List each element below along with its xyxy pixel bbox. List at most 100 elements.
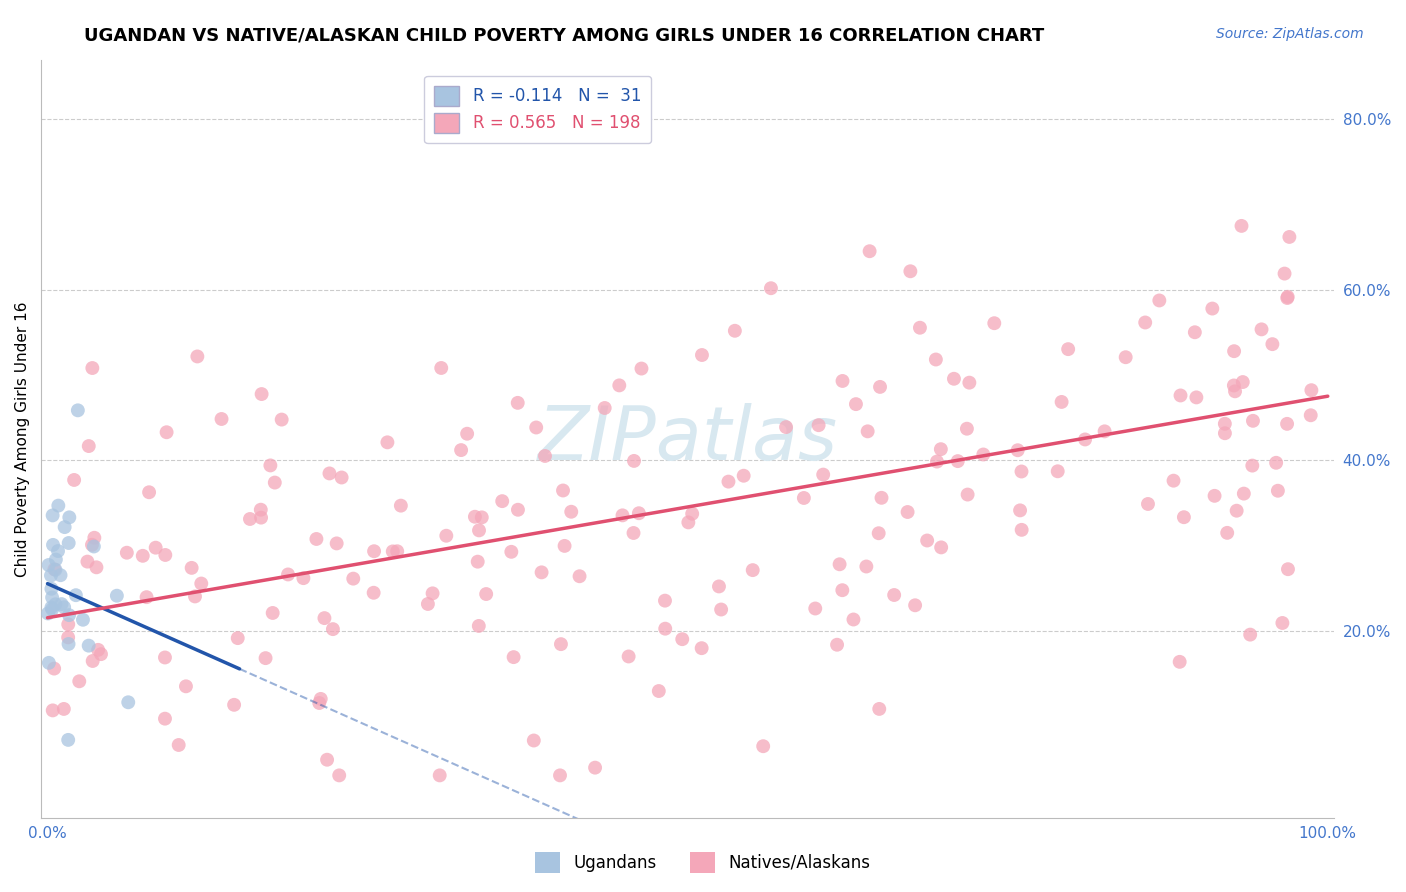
Point [132, 549, 155, 563]
Point [869, 380, 891, 394]
Point [898, 264, 921, 278]
Point [226, 631, 249, 645]
Point [90, 647, 112, 661]
Point [811, 467, 834, 482]
Point [117, 695, 139, 709]
Point [184, 590, 207, 604]
Point [908, 320, 931, 334]
Point [1277, 562, 1299, 576]
Point [328, 768, 350, 782]
Point [389, 499, 412, 513]
Legend: Ugandans, Natives/Alaskans: Ugandans, Natives/Alaskans [529, 846, 877, 880]
Point [83, 540, 105, 554]
Point [724, 324, 747, 338]
Point [239, 512, 262, 526]
Point [1115, 350, 1137, 364]
Point [76, 555, 98, 569]
Point [430, 361, 453, 376]
Point [270, 412, 292, 426]
Point [429, 768, 451, 782]
Point [502, 650, 524, 665]
Point [956, 422, 979, 436]
Point [607, 378, 630, 392]
Point [174, 679, 197, 693]
Point [915, 533, 938, 548]
Point [471, 510, 494, 524]
Point [1170, 388, 1192, 402]
Point [314, 611, 336, 625]
Point [845, 397, 868, 411]
Point [717, 475, 740, 489]
Point [534, 449, 557, 463]
Point [1223, 384, 1246, 399]
Point [51, 597, 73, 611]
Text: UGANDAN VS NATIVE/ALASKAN CHILD POVERTY AMONG GIRLS UNDER 16 CORRELATION CHART: UGANDAN VS NATIVE/ALASKAN CHILD POVERTY … [84, 27, 1045, 45]
Point [259, 458, 281, 473]
Point [856, 425, 879, 439]
Point [66, 403, 89, 417]
Point [155, 425, 177, 440]
Point [277, 567, 299, 582]
Point [42, 703, 65, 717]
Point [87, 643, 110, 657]
Point [318, 467, 340, 481]
Point [41, 600, 63, 615]
Point [648, 684, 671, 698]
Point [1271, 615, 1294, 630]
Point [1274, 267, 1296, 281]
Point [550, 637, 572, 651]
Point [1232, 375, 1254, 389]
Point [1007, 443, 1029, 458]
Point [654, 593, 676, 607]
Point [654, 622, 676, 636]
Point [468, 524, 491, 538]
Point [316, 753, 339, 767]
Point [858, 244, 880, 259]
Point [325, 536, 347, 550]
Point [1239, 627, 1261, 641]
Point [434, 529, 457, 543]
Point [925, 352, 948, 367]
Point [1011, 523, 1033, 537]
Point [548, 768, 571, 782]
Point [46, 544, 69, 558]
Point [1204, 489, 1226, 503]
Point [83, 531, 105, 545]
Point [530, 566, 553, 580]
Point [37, 607, 59, 621]
Point [254, 651, 277, 665]
Point [44, 562, 66, 576]
Point [690, 348, 713, 362]
Point [957, 376, 980, 390]
Point [41, 602, 63, 616]
Point [752, 739, 775, 754]
Text: ZIPatlas: ZIPatlas [537, 403, 838, 475]
Point [1173, 510, 1195, 524]
Point [58, 608, 80, 623]
Point [105, 589, 128, 603]
Point [138, 485, 160, 500]
Point [1267, 483, 1289, 498]
Point [65, 588, 87, 602]
Point [381, 544, 404, 558]
Point [39, 568, 62, 582]
Point [929, 442, 952, 457]
Point [309, 692, 332, 706]
Point [58, 732, 80, 747]
Point [58, 510, 80, 524]
Point [49, 568, 72, 582]
Point [946, 454, 969, 468]
Point [612, 508, 634, 523]
Point [167, 738, 190, 752]
Point [1261, 337, 1284, 351]
Point [1057, 342, 1080, 356]
Point [1233, 486, 1256, 500]
Point [617, 649, 640, 664]
Point [1216, 525, 1239, 540]
Point [956, 487, 979, 501]
Point [153, 650, 176, 665]
Point [44, 662, 66, 676]
Point [883, 588, 905, 602]
Point [554, 539, 576, 553]
Point [897, 505, 920, 519]
